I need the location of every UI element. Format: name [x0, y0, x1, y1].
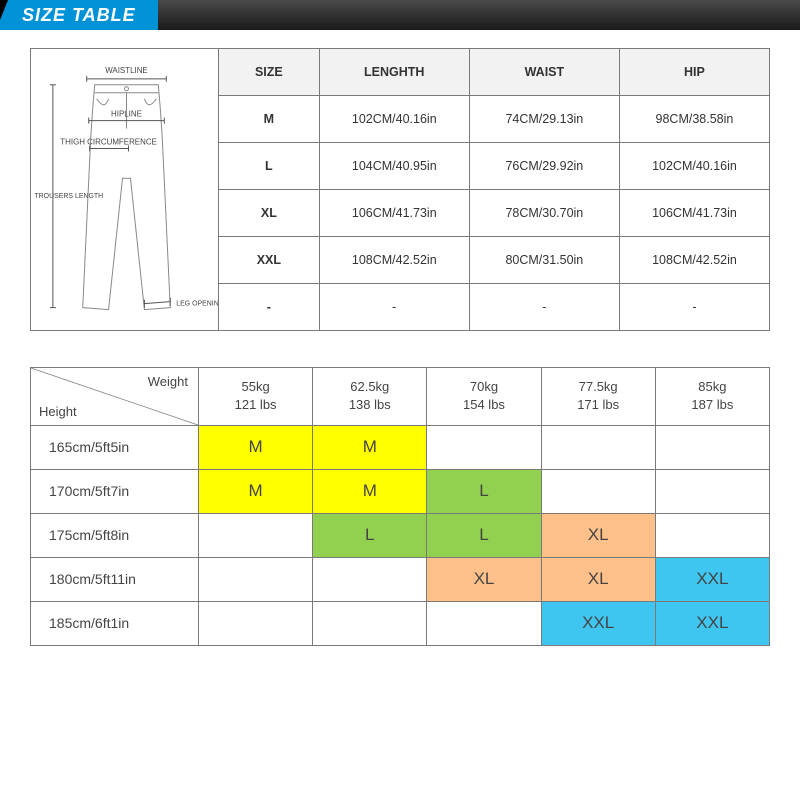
fit-cell: XXL [655, 601, 769, 645]
fit-row: 180cm/5ft11inXLXLXXL [31, 557, 770, 601]
size-cell: - [219, 284, 320, 330]
size-cell: 102CM/40.16in [620, 143, 769, 189]
size-cell: L [219, 143, 320, 189]
trousers-diagram: WAISTLINE HIPLINE THIGH CIRCUMFERENCE TR… [31, 49, 219, 330]
size-cell: - [470, 284, 620, 330]
col-hip: HIP [620, 49, 769, 95]
size-row: XXL 108CM/42.52in 80CM/31.50in 108CM/42.… [219, 237, 769, 284]
fit-row: 185cm/6ft1in XXLXXL [31, 601, 770, 645]
size-cell: XL [219, 190, 320, 236]
size-cell: XXL [219, 237, 320, 283]
size-row: - - - - [219, 284, 769, 330]
fit-cell [427, 425, 541, 469]
size-cell: 102CM/40.16in [320, 96, 470, 142]
fit-cell: M [313, 425, 427, 469]
fit-cell [655, 513, 769, 557]
fit-cell [427, 601, 541, 645]
size-cell: 76CM/29.92in [470, 143, 620, 189]
size-cell: - [620, 284, 769, 330]
label-leg-opening: LEG OPENING [176, 301, 218, 308]
fit-cell [655, 425, 769, 469]
size-row: L 104CM/40.95in 76CM/29.92in 102CM/40.16… [219, 143, 769, 190]
fit-cell [541, 425, 655, 469]
fit-table: Weight Height 55kg121 lbs 62.5kg138 lbs … [30, 367, 770, 646]
weight-col: 85kg187 lbs [655, 367, 769, 425]
size-cell: 98CM/38.58in [620, 96, 769, 142]
weight-col: 70kg154 lbs [427, 367, 541, 425]
size-cell: 106CM/41.73in [320, 190, 470, 236]
fit-header-row: Weight Height 55kg121 lbs 62.5kg138 lbs … [31, 367, 770, 425]
size-table: WAISTLINE HIPLINE THIGH CIRCUMFERENCE TR… [30, 48, 770, 331]
height-row-header: 180cm/5ft11in [31, 557, 199, 601]
fit-row: 170cm/5ft7inMML [31, 469, 770, 513]
size-header-row: SIZE LENGHTH WAIST HIP [219, 49, 769, 96]
header-title: SIZE TABLE [8, 0, 158, 30]
fit-row: 175cm/5ft8inLLXL [31, 513, 770, 557]
fit-cell: XXL [541, 601, 655, 645]
fit-cell: XXL [655, 557, 769, 601]
size-cell: 74CM/29.13in [470, 96, 620, 142]
fit-cell: M [199, 469, 313, 513]
size-row: M 102CM/40.16in 74CM/29.13in 98CM/38.58i… [219, 96, 769, 143]
fit-cell [541, 469, 655, 513]
fit-cell [199, 513, 313, 557]
fit-cell [199, 601, 313, 645]
fit-cell: M [199, 425, 313, 469]
fit-cell: XL [541, 557, 655, 601]
corner-weight-label: Weight [148, 374, 188, 389]
weight-col: 62.5kg138 lbs [313, 367, 427, 425]
fit-cell: L [313, 513, 427, 557]
height-row-header: 185cm/6ft1in [31, 601, 199, 645]
size-row: XL 106CM/41.73in 78CM/30.70in 106CM/41.7… [219, 190, 769, 237]
fit-corner: Weight Height [31, 367, 199, 425]
col-size: SIZE [219, 49, 320, 95]
fit-cell [313, 601, 427, 645]
size-cell: M [219, 96, 320, 142]
col-length: LENGHTH [320, 49, 470, 95]
label-thigh: THIGH CIRCUMFERENCE [60, 137, 157, 146]
height-row-header: 175cm/5ft8in [31, 513, 199, 557]
height-row-header: 165cm/5ft5in [31, 425, 199, 469]
fit-cell: M [313, 469, 427, 513]
label-trousers: TROUSERS LENGTH [34, 193, 103, 200]
svg-text:TROUSERS LENGTH: TROUSERS LENGTH [34, 193, 103, 200]
label-waistline: WAISTLINE [105, 66, 148, 75]
corner-height-label: Height [39, 404, 77, 419]
size-cell: 104CM/40.95in [320, 143, 470, 189]
fit-cell: L [427, 469, 541, 513]
page-header: SIZE TABLE [0, 0, 800, 30]
size-cell: 106CM/41.73in [620, 190, 769, 236]
fit-cell [199, 557, 313, 601]
size-cell: 108CM/42.52in [620, 237, 769, 283]
col-waist: WAIST [470, 49, 620, 95]
fit-cell: XL [427, 557, 541, 601]
weight-col: 55kg121 lbs [199, 367, 313, 425]
size-grid: SIZE LENGHTH WAIST HIP M 102CM/40.16in 7… [219, 49, 769, 330]
fit-cell [313, 557, 427, 601]
fit-cell: L [427, 513, 541, 557]
height-row-header: 170cm/5ft7in [31, 469, 199, 513]
fit-cell: XL [541, 513, 655, 557]
weight-col: 77.5kg171 lbs [541, 367, 655, 425]
content: WAISTLINE HIPLINE THIGH CIRCUMFERENCE TR… [0, 30, 800, 646]
size-cell: - [320, 284, 470, 330]
size-cell: 78CM/30.70in [470, 190, 620, 236]
size-cell: 80CM/31.50in [470, 237, 620, 283]
size-cell: 108CM/42.52in [320, 237, 470, 283]
fit-row: 165cm/5ft5inMM [31, 425, 770, 469]
fit-cell [655, 469, 769, 513]
label-hipline: HIPLINE [111, 110, 142, 119]
